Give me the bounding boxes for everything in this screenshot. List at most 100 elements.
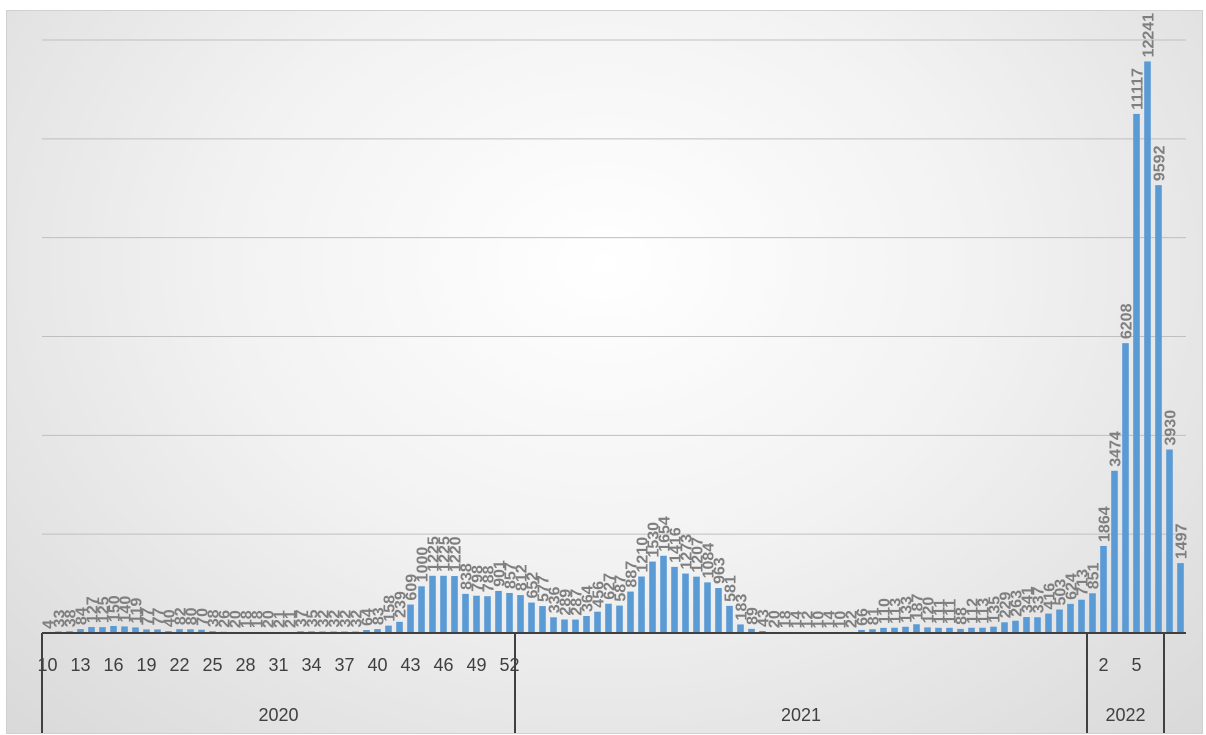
data-label: 43: [756, 609, 773, 627]
data-label: 3474: [1108, 431, 1125, 467]
data-label: 627: [602, 573, 619, 600]
data-label: 10: [833, 611, 850, 629]
bar: [1089, 593, 1096, 633]
x-tick-label: 13: [70, 655, 90, 675]
data-label: 38: [63, 609, 80, 627]
data-label: 1207: [690, 537, 707, 573]
data-label: 66: [855, 608, 872, 626]
bar: [726, 605, 733, 633]
bar: [451, 576, 458, 633]
bar: [1122, 343, 1129, 633]
bar: [396, 621, 403, 633]
chart-frame: [6, 10, 1203, 734]
bar: [957, 628, 964, 633]
x-tick-label: 19: [136, 655, 156, 675]
data-label: 77: [151, 608, 168, 626]
bar: [1144, 61, 1151, 633]
year-label: 2022: [1105, 705, 1145, 725]
bar: [198, 629, 205, 633]
data-label: 32: [316, 610, 333, 628]
bar: [132, 627, 139, 633]
data-label: 125: [96, 596, 113, 623]
data-label: 14: [789, 610, 806, 628]
bar: [649, 561, 656, 633]
bar: [363, 630, 370, 633]
data-label: 416: [1042, 583, 1059, 610]
bar: [638, 576, 645, 633]
data-label: 624: [1064, 573, 1081, 600]
data-label: 336: [547, 587, 564, 614]
x-tick-label: 22: [169, 655, 189, 675]
data-label: 581: [723, 575, 740, 602]
bar: [968, 627, 975, 633]
bar: [143, 629, 150, 633]
bar: [187, 629, 194, 633]
data-label: 135: [987, 596, 1004, 623]
data-label: 12241: [1141, 13, 1158, 58]
data-label: 1220: [448, 536, 465, 572]
data-label: 10: [811, 611, 828, 629]
bar: [759, 630, 766, 633]
data-label: 81: [866, 607, 883, 625]
data-label: 40: [162, 609, 179, 627]
data-label: 788: [481, 565, 498, 592]
data-label: 812: [514, 564, 531, 591]
x-tick-label: 37: [334, 655, 354, 675]
bar: [154, 629, 161, 633]
data-label: 609: [404, 574, 421, 601]
bar: [528, 602, 535, 633]
bar: [1155, 185, 1162, 633]
data-label: 110: [877, 598, 894, 624]
data-label: 22: [844, 610, 861, 628]
data-label: 1497: [1174, 523, 1191, 559]
bar: [517, 595, 524, 633]
bar: [616, 605, 623, 633]
bar: [605, 603, 612, 633]
x-tick-label: 25: [202, 655, 222, 675]
data-label: 577: [536, 575, 553, 602]
bar: [484, 596, 491, 633]
data-label: 229: [998, 592, 1015, 619]
data-label: 187: [910, 593, 927, 620]
data-label: 33: [52, 610, 69, 628]
data-label: 113: [976, 598, 993, 624]
bar: [77, 629, 84, 633]
year-label: 2020: [258, 705, 298, 725]
data-label: 364: [580, 585, 597, 612]
bar: [1166, 449, 1173, 633]
bar: [902, 626, 909, 633]
bar: [561, 619, 568, 633]
bar: [979, 627, 986, 633]
bar: [1023, 617, 1030, 633]
data-label: 20: [767, 610, 784, 628]
data-label: 133: [899, 596, 916, 623]
data-label: 183: [734, 594, 751, 621]
bar: [1045, 613, 1052, 633]
data-label: 456: [591, 581, 608, 608]
bar: [748, 628, 755, 633]
x-tick-label: 31: [268, 655, 288, 675]
data-label: 83: [371, 607, 388, 625]
bar: [1078, 599, 1085, 633]
data-label: 713: [1075, 569, 1092, 596]
data-label: 9592: [1152, 145, 1169, 181]
data-label: 38: [206, 609, 223, 627]
data-label: 113: [888, 598, 905, 624]
bar: [1177, 563, 1184, 633]
data-label: 111: [932, 599, 949, 624]
bar: [1034, 617, 1041, 633]
data-label: 1654: [657, 516, 674, 552]
bar: [407, 604, 414, 633]
data-label: 1530: [646, 522, 663, 558]
data-label: 14: [822, 610, 839, 628]
data-label: 798: [470, 565, 487, 592]
data-label: 18: [250, 610, 267, 628]
x-tick-label: 10: [37, 655, 57, 675]
data-label: 1084: [701, 543, 718, 579]
data-label: 3930: [1163, 410, 1180, 446]
data-label: 112: [965, 598, 982, 624]
bar: [385, 625, 392, 633]
bar: [935, 627, 942, 633]
bar: [880, 627, 887, 633]
data-label: 6208: [1119, 303, 1136, 339]
